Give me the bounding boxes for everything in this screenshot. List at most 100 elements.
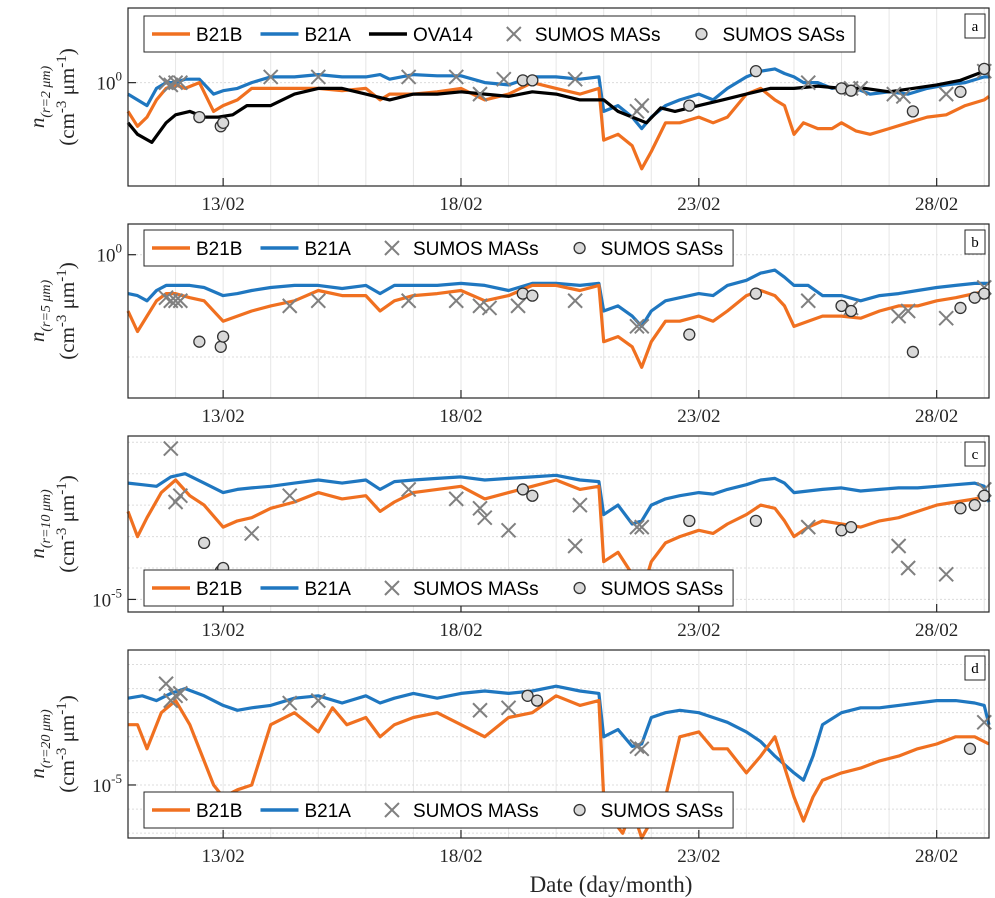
sas-point [906, 105, 920, 118]
x-tick-label: 18/02 [439, 620, 482, 641]
legend-item: B21B [152, 239, 242, 260]
sas-point [516, 483, 529, 496]
mas-point [800, 293, 816, 309]
y-axis-label-units: (cm-3 μm-1) [54, 695, 79, 793]
mas-point [634, 97, 650, 114]
x-tick-label: 13/02 [201, 194, 244, 215]
y-tick-label: 10-5 [92, 585, 122, 611]
legend-label: OVA14 [413, 25, 473, 46]
legend-item: SUMOS MASs [384, 801, 539, 822]
legend-item: B21B [152, 579, 242, 600]
legend-box [143, 229, 734, 267]
sas-point [968, 498, 981, 512]
sas-point [835, 299, 848, 313]
mas-point [800, 519, 816, 535]
mas-point [572, 497, 588, 513]
x-tick-label: 28/02 [915, 620, 958, 641]
series-line-b21a [127, 472, 991, 526]
legend: B21B B21A SUMOS MASs SUMOS SASs [143, 229, 734, 267]
mas-point [167, 688, 184, 704]
sas-point [683, 328, 696, 341]
y-axis-label-main: n(r=10 μm) [25, 489, 54, 559]
x-tick-label: 13/02 [201, 406, 244, 427]
legend-box [143, 569, 734, 607]
x-tick-label: 18/02 [439, 194, 482, 215]
legend-label: B21B [196, 801, 242, 822]
legend-label: B21B [196, 579, 242, 600]
mas-point [496, 71, 512, 87]
sas-point [526, 289, 539, 302]
x-tick-label: 23/02 [677, 620, 720, 641]
sas-point [193, 335, 206, 348]
series-line-b21b [126, 81, 990, 171]
sas-point [978, 287, 991, 300]
mas-point [567, 71, 583, 87]
panel-d: 13/02 18/02 23/02 28/02 10-5 n(r=20 μm)(cm-3 … [25, 649, 992, 867]
mas-point [567, 538, 583, 554]
mas-point [800, 74, 816, 91]
x-tick-label: 28/02 [915, 194, 958, 215]
mas-point [448, 293, 464, 309]
mas-point [448, 69, 464, 85]
mas-point [310, 69, 326, 85]
sas-point [954, 502, 967, 515]
legend-marker-sas [573, 581, 586, 595]
sas-point [978, 62, 991, 76]
sas-point [954, 85, 967, 98]
legend-label: SUMOS MASs [413, 801, 539, 822]
legend-label: B21B [196, 239, 242, 260]
legend-item: SUMOS SASs [573, 239, 723, 260]
legend-label: SUMOS MASs [535, 25, 661, 46]
legend-label: SUMOS SASs [722, 25, 844, 46]
mas-point [900, 560, 916, 576]
mas-point [634, 318, 650, 335]
legend-label: B21A [304, 579, 351, 600]
series-line-b21a [127, 684, 991, 782]
mas-point [472, 702, 488, 718]
axes-box [127, 435, 990, 613]
sas-point [216, 116, 230, 129]
mas-point [472, 500, 488, 516]
panel-label-box [964, 655, 986, 681]
mas-point [243, 525, 260, 542]
legend-marker-sas [573, 241, 586, 255]
sas-point [844, 520, 858, 534]
x-tick-label: 28/02 [915, 846, 958, 867]
mas-point [472, 298, 488, 314]
x-tick-label: 23/02 [677, 406, 720, 427]
legend-item: SUMOS SASs [695, 25, 845, 46]
mas-point [895, 88, 912, 105]
mas-point [310, 692, 326, 709]
sas-point [530, 694, 544, 707]
panel-label: d [971, 661, 979, 677]
legend-label: SUMOS MASs [413, 239, 539, 260]
mas-point [163, 77, 179, 93]
sas-point [526, 74, 539, 87]
mas-point [400, 293, 417, 309]
y-tick-label: 100 [97, 241, 123, 267]
mas-point [938, 566, 954, 582]
legend-label: SUMOS MASs [413, 579, 539, 600]
legend-item: B21A [260, 239, 351, 260]
legend-item: B21B [152, 25, 242, 46]
sas-point [197, 536, 211, 550]
x-tick-label: 23/02 [677, 846, 720, 867]
mas-point [477, 510, 493, 526]
sas-point [526, 489, 539, 502]
legend-marker-sas [573, 803, 586, 817]
panel-label-box [964, 229, 986, 255]
mas-point [629, 318, 645, 335]
mas-point [510, 298, 526, 314]
mas-point [500, 700, 517, 716]
mas-point [158, 289, 174, 306]
legend-label: SUMOS SASs [601, 801, 723, 822]
y-axis-label-units: (cm-3 μm-1) [54, 48, 79, 146]
legend-label: SUMOS SASs [601, 239, 723, 260]
y-axis-label-units: (cm-3 μm-1) [54, 475, 79, 573]
legend-item: OVA14 [368, 25, 473, 46]
series-line-b21b [128, 694, 990, 840]
x-tick-label: 13/02 [201, 846, 244, 867]
sas-point [844, 84, 858, 97]
mas-point [167, 494, 184, 510]
legend-marker-mas [506, 26, 522, 42]
